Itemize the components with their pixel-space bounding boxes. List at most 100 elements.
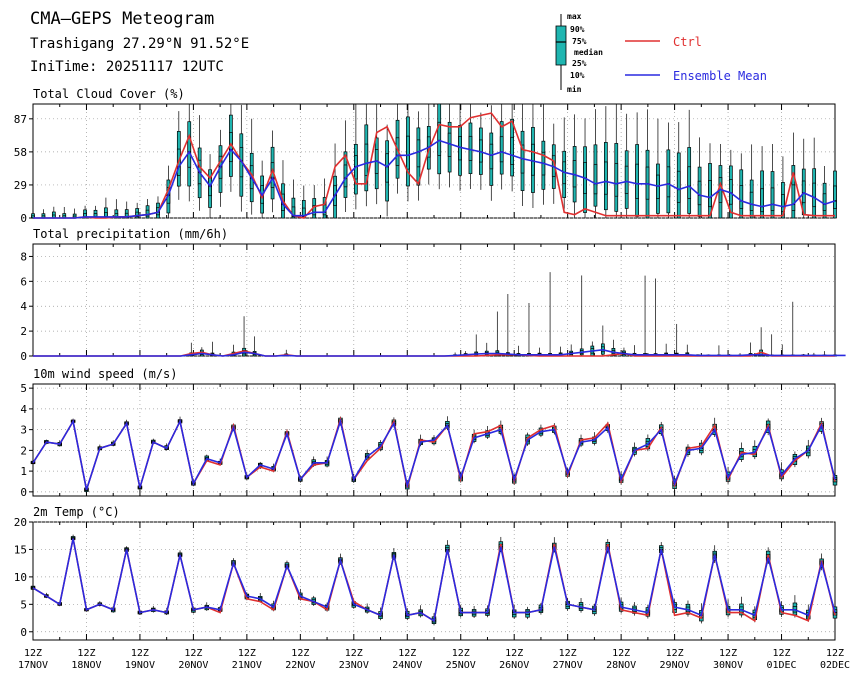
mean-series-line	[33, 139, 836, 219]
y-tick-label: 2	[20, 325, 27, 338]
x-tick-hour-label: 12Z	[666, 648, 684, 659]
box-p25-p75	[291, 206, 296, 218]
x-tick-hour-label: 12Z	[238, 648, 256, 659]
x-tick-date-label: 30NOV	[713, 660, 743, 671]
temperature-panel: 2m Temp (°C) 0 5 10 15 20	[14, 505, 838, 641]
box-p25-p75	[416, 139, 421, 168]
box-p25-p75	[145, 209, 150, 217]
x-tick-hour-label: 12Z	[612, 648, 630, 659]
box-p25-p75	[604, 161, 608, 195]
time-axis: 12Z17NOV12Z18NOV12Z19NOV12Z20NOV12Z21NOV…	[18, 648, 850, 671]
legend-median-label: median	[574, 47, 603, 57]
wind-speed-title: 10m wind speed (m/s)	[33, 367, 178, 381]
box-p25-p75	[135, 211, 140, 218]
box-p25-p75	[468, 135, 473, 161]
init-time-label: IniTime: 20251117 12UTC	[30, 59, 224, 75]
wind-speed-panel: 10m wind speed (m/s) 0 1 2 3 4 5	[20, 367, 838, 499]
y-tick-label: 3	[20, 424, 27, 437]
y-tick-label: 8	[20, 250, 27, 263]
y-tick-label: 87	[14, 113, 27, 126]
x-tick-hour-label: 12Z	[131, 648, 149, 659]
cloud-cover-title: Total Cloud Cover (%)	[33, 87, 185, 101]
box-p25-p75	[822, 193, 827, 211]
x-tick-date-label: 02DEC	[820, 660, 850, 671]
x-tick-hour-label: 12Z	[398, 648, 416, 659]
box-p25-p75	[770, 187, 775, 211]
x-tick-hour-label: 12Z	[559, 648, 577, 659]
x-tick-date-label: 23NOV	[339, 660, 369, 671]
legend-p75-label: 75%	[572, 37, 587, 46]
x-tick-date-label: 01DEC	[766, 660, 796, 671]
x-tick-date-label: 19NOV	[125, 660, 155, 671]
box-p25-p75	[781, 194, 785, 213]
y-tick-label: 58	[14, 146, 27, 159]
y-tick-label: 29	[14, 179, 27, 192]
box-p25-p75	[385, 153, 389, 183]
x-tick-hour-label: 12Z	[505, 648, 523, 659]
x-tick-hour-label: 12Z	[77, 648, 95, 659]
meteogram-title: CMA–GEPS Meteogram	[30, 9, 214, 29]
x-tick-hour-label: 12Z	[291, 648, 309, 659]
ctrl-series-line	[33, 112, 835, 219]
mean-series-line	[32, 418, 836, 491]
legend-min-label: min	[567, 84, 582, 94]
box-p25-p75	[687, 166, 692, 199]
box-p25-p75	[437, 121, 442, 156]
x-tick-date-label: 28NOV	[606, 660, 636, 671]
y-tick-label: 0	[20, 626, 27, 639]
box-p25-p75	[531, 143, 535, 176]
legend-ctrl-label: Ctrl	[673, 35, 702, 49]
box-p25-p75	[499, 136, 504, 163]
x-tick-date-label: 22NOV	[285, 660, 315, 671]
box-p25-p75	[364, 143, 369, 177]
box-p25-p75	[614, 163, 619, 197]
x-tick-hour-label: 12Z	[826, 648, 844, 659]
box-p25-p75	[708, 180, 712, 208]
x-tick-date-label: 21NOV	[232, 660, 262, 671]
y-tick-label: 6	[20, 275, 27, 288]
y-tick-label: 4	[20, 403, 27, 416]
location-label: Trashigang 27.29°N 91.52°E	[30, 36, 249, 52]
y-tick-label: 2	[20, 444, 27, 457]
box-p25-p75	[812, 182, 817, 208]
legend: max 90% 75% median 25% 10% min Ctrl Ense…	[555, 12, 767, 94]
y-tick-label: 5	[20, 382, 27, 395]
x-tick-hour-label: 12Z	[184, 648, 202, 659]
box-p25-p75	[666, 166, 671, 198]
legend-max-label: max	[567, 12, 582, 21]
legend-box-glyph	[555, 14, 567, 90]
y-tick-label: 0	[20, 350, 27, 363]
box-p25-p75	[801, 180, 806, 204]
y-tick-label: 0	[20, 486, 27, 499]
x-tick-date-label: 26NOV	[499, 660, 529, 671]
panel-frame	[32, 243, 836, 357]
box-p25-p75	[676, 170, 681, 203]
x-tick-date-label: 20NOV	[178, 660, 208, 671]
box-p25-p75	[833, 185, 837, 209]
legend-p10-label: 10%	[570, 71, 585, 80]
y-tick-label: 0	[20, 212, 27, 225]
x-tick-date-label: 27NOV	[553, 660, 583, 671]
legend-p25-label: 25%	[572, 59, 587, 68]
y-tick-label: 15	[14, 543, 27, 556]
y-tick-label: 5	[20, 598, 27, 611]
box-p25-p75	[624, 165, 629, 194]
box-p25-p75	[489, 143, 494, 170]
mean-series-line	[33, 348, 846, 357]
mean-series-line	[32, 538, 836, 623]
box-p25-p75	[635, 163, 639, 199]
box-p25-p75	[791, 184, 796, 211]
x-tick-hour-label: 12Z	[773, 648, 791, 659]
box-p25-p75	[749, 191, 754, 211]
y-tick-label: 1	[20, 465, 27, 478]
cloud-cover-panel: Total Cloud Cover (%) 0 29 58 87	[14, 87, 837, 225]
box-p25-p75	[301, 207, 306, 218]
x-tick-date-label: 24NOV	[392, 660, 422, 671]
box-p25-p75	[697, 180, 702, 206]
box-p25-p75	[406, 135, 410, 170]
legend-p90-label: 90%	[570, 25, 585, 34]
precipitation-panel: Total precipitation (mm/6h) 0 2 4 6 8	[20, 227, 846, 363]
x-tick-hour-label: 12Z	[719, 648, 737, 659]
x-tick-date-label: 17NOV	[18, 660, 48, 671]
precipitation-title: Total precipitation (mm/6h)	[33, 227, 228, 241]
